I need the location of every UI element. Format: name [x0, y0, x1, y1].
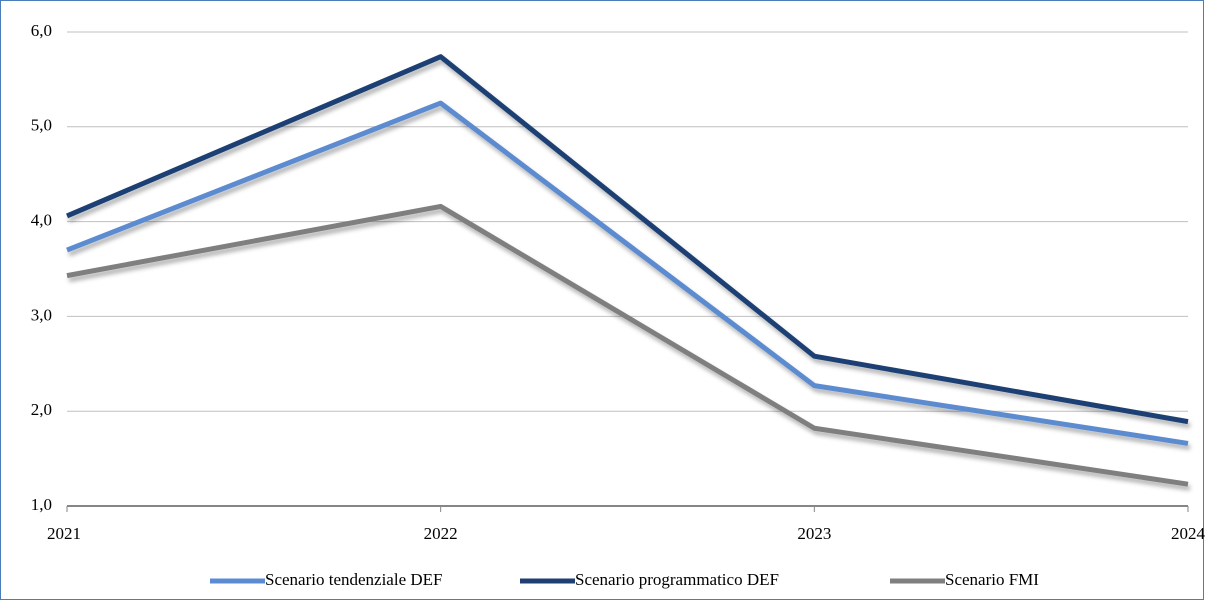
x-tick-label: 2022	[424, 524, 458, 543]
series-line	[66, 54, 1189, 425]
x-tick-label: 2024	[1171, 524, 1205, 543]
y-tick-label: 5,0	[31, 116, 52, 135]
series-line	[66, 203, 1189, 487]
x-tick-label: 2021	[47, 524, 81, 543]
y-tick-label: 6,0	[31, 21, 52, 40]
y-tick-label: 3,0	[31, 305, 52, 324]
series-line	[66, 100, 1189, 446]
legend-label: Scenario tendenziale DEF	[265, 570, 443, 589]
y-tick-label: 4,0	[31, 211, 52, 230]
legend-label: Scenario FMI	[945, 570, 1039, 589]
x-tick-label: 2023	[797, 524, 831, 543]
legend-label: Scenario programmatico DEF	[575, 570, 779, 589]
y-tick-label: 1,0	[31, 495, 52, 514]
y-tick-label: 2,0	[31, 400, 52, 419]
